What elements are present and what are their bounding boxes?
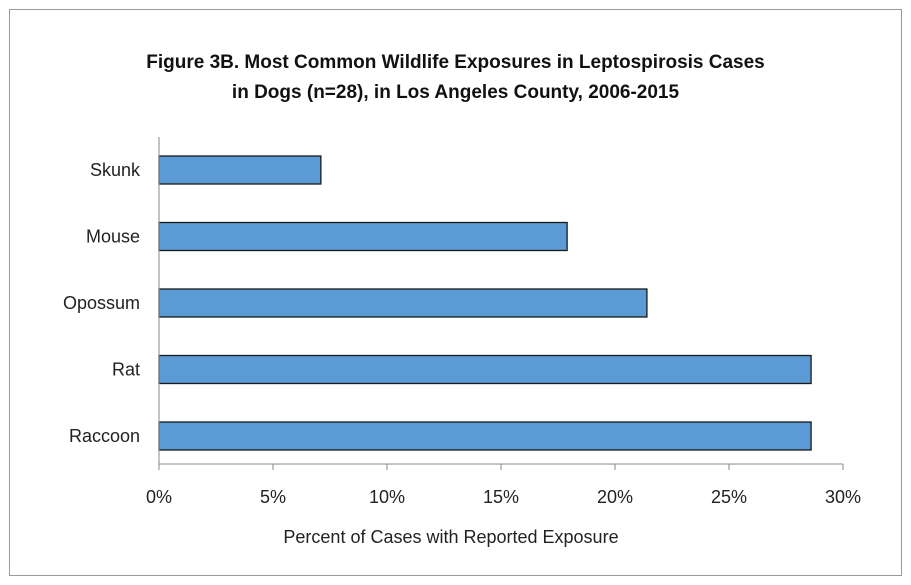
bars-group <box>158 155 812 451</box>
x-tick-label: 10% <box>369 487 405 507</box>
x-ticks-group: 0% 5% 10% 15% 20% 25% 30% <box>146 464 861 507</box>
bar-opossum <box>158 288 648 318</box>
x-tick-label: 0% <box>146 487 172 507</box>
bar-rat <box>158 354 812 385</box>
chart-title: Figure 3B. Most Common Wildlife Exposure… <box>0 48 911 108</box>
bar-skunk <box>158 155 322 185</box>
chart-title-line-1: Figure 3B. Most Common Wildlife Exposure… <box>146 52 765 73</box>
x-tick-label: 25% <box>711 487 747 507</box>
category-label-skunk: Skunk <box>90 160 141 180</box>
category-label-mouse: Mouse <box>86 227 140 247</box>
bar-mouse <box>158 221 568 252</box>
category-label-opossum: Opossum <box>63 293 140 313</box>
x-axis-label: Percent of Cases with Reported Exposure <box>283 527 618 547</box>
category-labels: Skunk Mouse Opossum Rat Raccoon <box>63 160 141 446</box>
category-label-raccoon: Raccoon <box>69 426 140 446</box>
bar-raccoon <box>158 421 812 451</box>
category-label-rat: Rat <box>112 360 140 380</box>
x-tick-label: 30% <box>825 487 861 507</box>
x-tick-label: 15% <box>483 487 519 507</box>
x-tick-label: 5% <box>260 487 286 507</box>
x-tick-label: 20% <box>597 487 633 507</box>
chart-title-line-2: in Dogs (n=28), in Los Angeles County, 2… <box>231 82 680 103</box>
